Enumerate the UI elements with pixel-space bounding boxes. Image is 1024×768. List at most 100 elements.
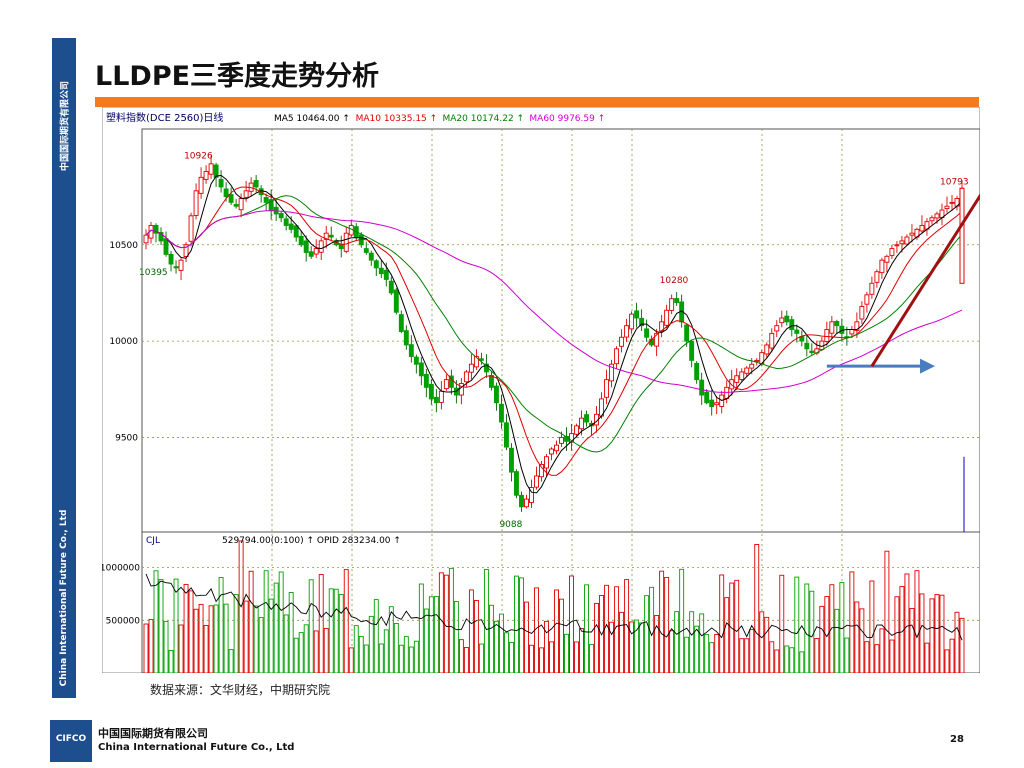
candle-body — [784, 315, 790, 323]
volume-bar — [223, 603, 229, 674]
volume-bar — [779, 574, 785, 674]
volume-bar — [308, 579, 314, 674]
volume-bar — [669, 630, 675, 674]
ma-legend-entry: MA60 9976.59 ↑ — [529, 114, 605, 124]
volume-bar — [519, 577, 524, 674]
candle-body — [203, 171, 209, 180]
volume-bar — [468, 589, 474, 674]
page-number: 28 — [950, 734, 964, 745]
candle-body — [318, 240, 324, 253]
volume-bar — [514, 575, 519, 674]
candle-body — [864, 294, 870, 305]
candle-body — [343, 232, 349, 252]
volume-bar — [554, 589, 559, 674]
volume-bar — [819, 605, 825, 674]
candle-body — [524, 498, 529, 508]
candle-body — [904, 236, 910, 245]
volume-bar — [934, 594, 940, 674]
candle-body — [263, 197, 269, 203]
candle-body — [363, 248, 369, 253]
candle-body — [378, 267, 384, 275]
volume-bar — [564, 633, 569, 674]
price-annotation: 10280 — [660, 276, 689, 286]
candle-body — [498, 403, 504, 423]
company-name-en: China International Future Co., Ltd — [98, 742, 295, 753]
candle-body — [899, 240, 905, 245]
volume-bar — [954, 611, 960, 674]
candle-body — [849, 329, 855, 335]
open-interest-line — [145, 573, 963, 641]
volume-bar — [403, 636, 409, 674]
volume-bar — [924, 642, 930, 674]
candle-body — [293, 225, 299, 238]
candle-body — [584, 414, 589, 423]
volume-bar — [168, 650, 174, 674]
candle-body — [423, 373, 429, 388]
candle-body — [829, 321, 835, 334]
candle-body — [213, 164, 219, 178]
volume-bar — [659, 570, 665, 674]
volume-bar — [163, 620, 169, 674]
candle-body — [508, 447, 514, 473]
volume-bar — [178, 624, 184, 674]
volume-bar — [503, 632, 509, 674]
candle-body — [929, 217, 935, 222]
candle-body — [278, 213, 284, 219]
candle-body — [619, 336, 625, 347]
volume-bar — [884, 550, 890, 674]
candle-body — [874, 271, 880, 283]
candle-body — [634, 310, 640, 319]
candle-body — [919, 225, 925, 232]
volume-bar — [338, 594, 344, 674]
candle-body — [188, 215, 194, 242]
candle-body — [438, 390, 444, 403]
volume-bar — [328, 588, 334, 674]
volume-bar — [213, 604, 219, 674]
volume-bar — [589, 643, 594, 674]
volume-bar — [754, 544, 760, 674]
candle-body — [418, 362, 424, 377]
volume-bar — [318, 574, 324, 674]
candle-body — [198, 176, 204, 194]
candle-body — [869, 282, 875, 295]
volume-bar — [639, 622, 645, 674]
volume-bar — [278, 571, 284, 674]
candle-body — [228, 194, 234, 203]
volume-bar — [343, 569, 349, 674]
candle-body — [604, 379, 610, 398]
candle-body — [684, 324, 690, 342]
volume-bar — [313, 630, 319, 674]
candle-body — [629, 313, 635, 330]
volume-bar — [363, 644, 369, 674]
sidebar-bottom-label: China International Future Co., Ltd — [59, 509, 69, 687]
volume-bar — [248, 570, 254, 674]
ma-legend-entry: MA10 10335.15 ↑ — [356, 114, 438, 124]
candle-body — [739, 371, 745, 380]
volume-bar — [323, 627, 329, 674]
volume-bar — [358, 635, 364, 674]
volume-bars — [143, 540, 965, 674]
candle-body — [253, 180, 259, 188]
volume-bar — [508, 641, 514, 674]
volume-bar — [228, 649, 234, 674]
candle-body — [709, 399, 715, 408]
candle-body — [448, 375, 454, 388]
volume-bar — [879, 628, 885, 674]
volume-bar — [629, 621, 635, 674]
candle-body — [949, 201, 955, 204]
candle-body — [408, 344, 414, 357]
candle-body — [463, 371, 469, 383]
candle-body — [744, 367, 750, 374]
volume-bar — [574, 641, 579, 674]
volume-bar — [604, 584, 610, 674]
volume-bar — [794, 576, 800, 674]
price-axis-labels: 10500 10000 9500 — [109, 241, 138, 444]
volume-bar — [524, 601, 529, 674]
candle-body — [313, 248, 319, 255]
price-annotations: 10926 10395 10280 9088 10793 — [139, 152, 969, 532]
volume-bar — [714, 634, 720, 674]
volume-bar — [874, 644, 880, 674]
volume-bar — [218, 577, 224, 674]
candle-body — [534, 475, 539, 488]
